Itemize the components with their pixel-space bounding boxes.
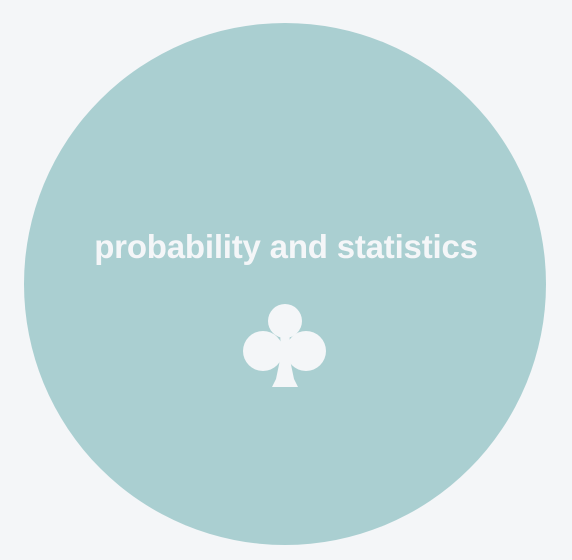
topic-circle[interactable] — [24, 23, 546, 545]
topic-title: probability and statistics — [94, 228, 478, 265]
club-suit-icon — [243, 304, 326, 387]
